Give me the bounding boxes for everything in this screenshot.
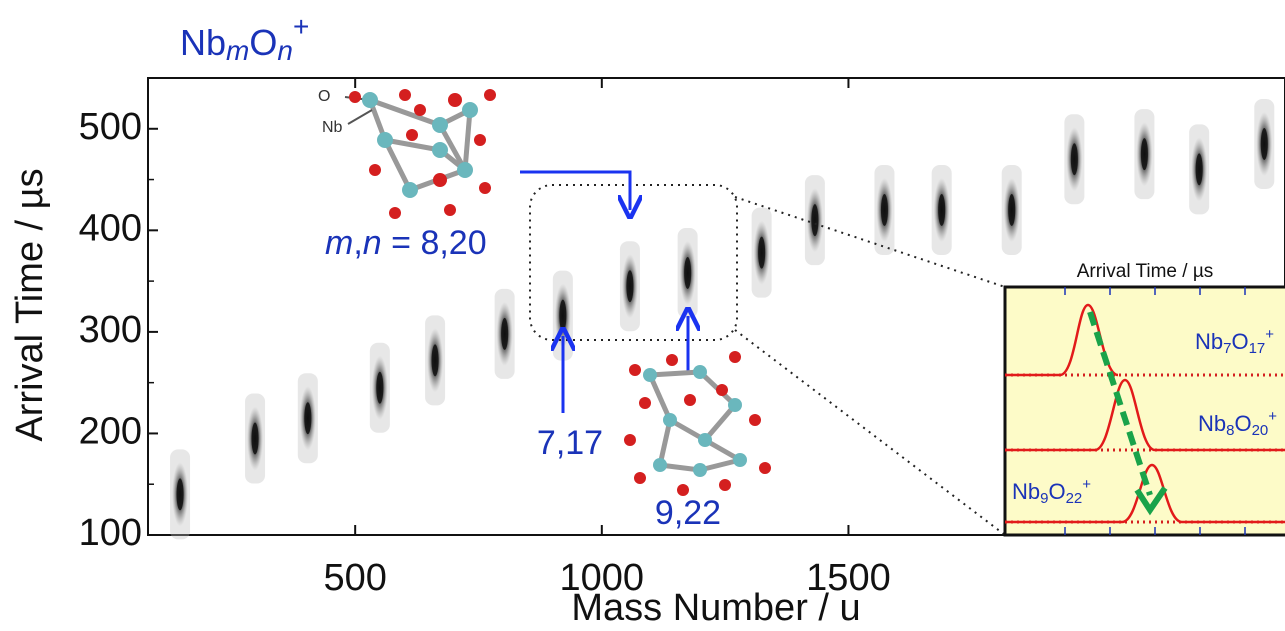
inset-label-part: Nb — [1012, 479, 1040, 504]
spot-core — [501, 318, 508, 350]
y-tick-label: 500 — [79, 106, 142, 148]
spot-core — [1071, 143, 1078, 175]
atom-label: Nb — [322, 119, 343, 136]
inset-label-part: 20 — [1252, 422, 1269, 439]
spot-core — [684, 257, 691, 289]
spot-core — [304, 402, 311, 434]
zoom-connector — [735, 330, 1005, 535]
spot-core — [811, 204, 818, 236]
spot-core — [626, 270, 633, 302]
zoom-connector — [735, 197, 1005, 287]
y-tick-label: 100 — [79, 512, 142, 554]
spot-core — [432, 344, 439, 376]
inset-label-part: 7 — [1223, 340, 1231, 357]
annotation-part: = 8,20 — [382, 224, 487, 262]
y-tick-label: 200 — [79, 410, 142, 452]
spot-core — [559, 300, 566, 332]
x-tick-label: 500 — [323, 557, 386, 599]
title-part: n — [277, 35, 293, 66]
inset-label-part: + — [1082, 476, 1091, 493]
spot-core — [938, 194, 945, 226]
title-part: Nb — [180, 22, 226, 63]
spot-core — [252, 423, 259, 455]
x-tick-label: 1000 — [560, 557, 645, 599]
inset-title: Arrival Time / µs — [1077, 261, 1214, 282]
annotation-part: m — [325, 224, 353, 262]
annotation-part: , — [353, 224, 362, 262]
spot-core — [758, 237, 765, 269]
title-part: + — [293, 11, 309, 42]
inset-label-part: + — [1265, 326, 1274, 343]
inset-label-part: 17 — [1249, 340, 1266, 357]
annotation: 7,17 — [537, 424, 603, 462]
x-tick-label: 1500 — [806, 557, 891, 599]
annotation: m,n = 8,20 — [325, 224, 487, 262]
chart-title: NbmOn+ — [180, 11, 309, 66]
y-tick-label: 400 — [79, 207, 142, 249]
inset-label-part: O — [1048, 479, 1065, 504]
arrow — [520, 172, 630, 210]
inset-label-part: 8 — [1226, 422, 1234, 439]
inset-label-part: + — [1268, 408, 1277, 425]
molecule-icon — [345, 89, 496, 219]
inset-label-part: O — [1234, 411, 1251, 436]
spot-core — [1261, 128, 1268, 160]
inset-label-part: Nb — [1195, 329, 1223, 354]
y-tick-label: 300 — [79, 309, 142, 351]
molecule-icon — [624, 351, 771, 496]
spot-core — [1141, 138, 1148, 170]
spot-core — [1008, 194, 1015, 226]
inset-label-part: 9 — [1040, 490, 1048, 507]
annotation-part: n — [363, 224, 382, 262]
inset-label-part: Nb — [1198, 411, 1226, 436]
inset-label-part: O — [1231, 329, 1248, 354]
spot-core — [177, 478, 184, 510]
atom-label: O — [318, 88, 330, 105]
y-axis-title: Arrival Time / µs — [9, 168, 51, 441]
spot-core — [1196, 153, 1203, 185]
spot-core — [881, 194, 888, 226]
inset-label-part: 22 — [1066, 490, 1083, 507]
chart: NbmOn+ Mass Number / u Arrival Time / µs… — [0, 0, 1285, 631]
title-part: m — [226, 35, 249, 66]
spot-core — [376, 372, 383, 404]
annotation: 9,22 — [655, 494, 721, 532]
title-part: O — [249, 22, 277, 63]
